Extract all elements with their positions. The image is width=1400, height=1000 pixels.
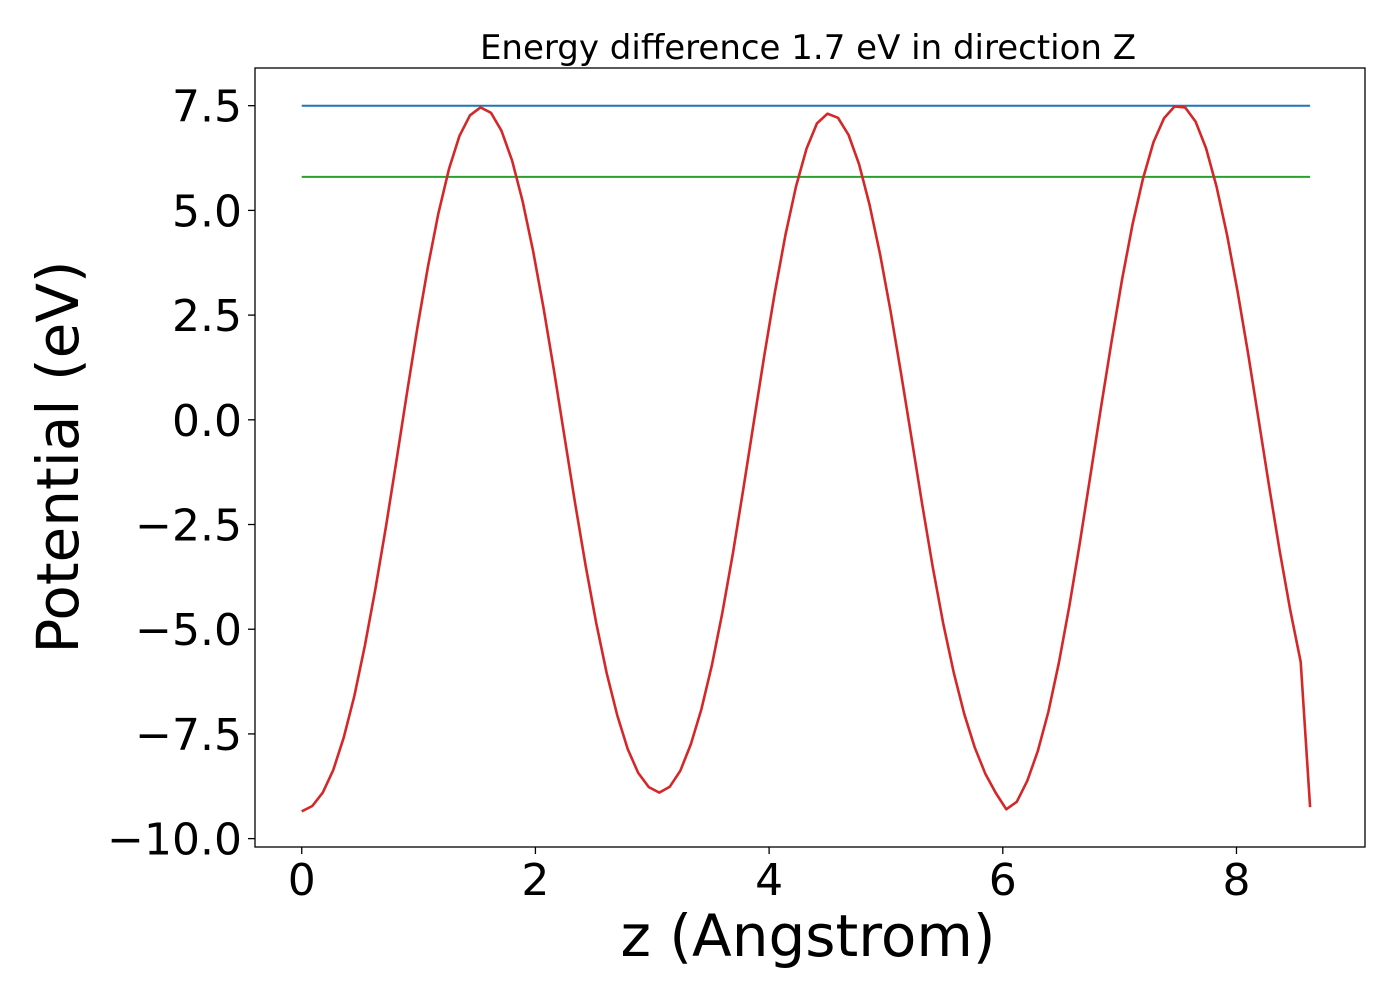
y-tick-label: −5.0 xyxy=(135,605,242,656)
y-tick-label: 0.0 xyxy=(172,396,242,447)
plot-frame xyxy=(254,67,1366,848)
plot-background xyxy=(255,68,1365,847)
series-line-red xyxy=(301,105,1312,813)
x-axis-label: z (Angstrom) xyxy=(621,902,996,970)
x-tick-label: 4 xyxy=(755,855,783,906)
y-tick-label: −7.5 xyxy=(135,710,242,761)
y-tick-label: 2.5 xyxy=(172,291,242,342)
x-tick-label: 2 xyxy=(521,855,549,906)
y-tick-label: 5.0 xyxy=(172,186,242,237)
x-ticks: 0 2 4 6 8 xyxy=(288,847,1250,906)
y-axis-label: Potential (eV) xyxy=(24,260,92,653)
x-tick-label: 0 xyxy=(288,855,316,906)
y-ticks: 7.5 5.0 2.5 0.0 −2.5 −5.0 −7.5 −10.0 xyxy=(107,82,255,866)
x-tick-label: 8 xyxy=(1222,855,1250,906)
y-tick-label: −10.0 xyxy=(107,815,242,866)
y-tick-label: 7.5 xyxy=(172,82,242,133)
chart-title: Energy difference 1.7 eV in direction Z xyxy=(480,28,1136,68)
series-layer xyxy=(301,104,1312,813)
y-tick-label: −2.5 xyxy=(135,501,242,552)
x-tick-label: 6 xyxy=(989,855,1017,906)
